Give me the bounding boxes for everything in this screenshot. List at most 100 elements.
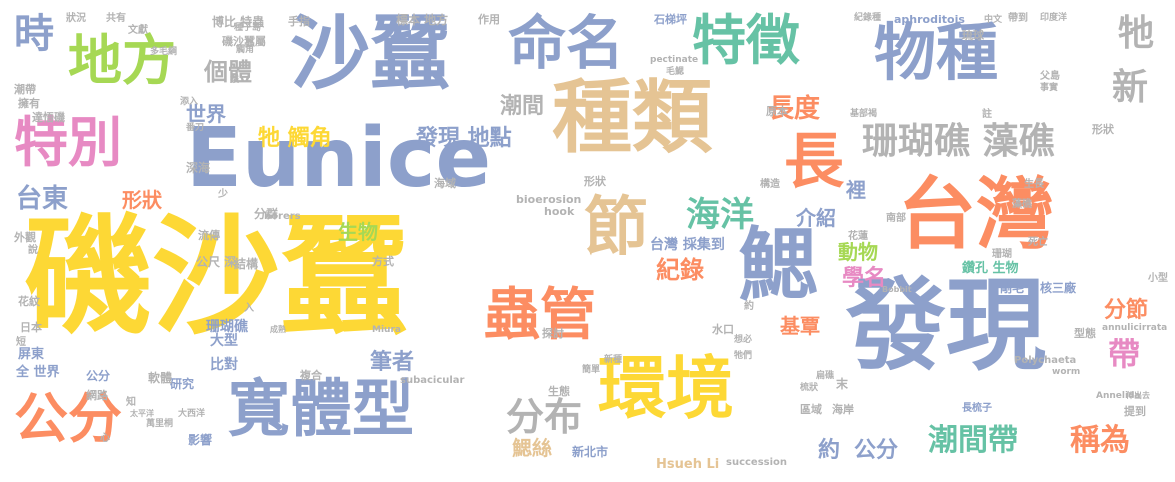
word: annulicirrata bbox=[1102, 323, 1168, 333]
word: 多毛綱 bbox=[150, 47, 178, 57]
word: 水口 bbox=[712, 323, 734, 336]
word: 區域 bbox=[800, 403, 822, 416]
word: 觸角 bbox=[236, 45, 255, 55]
word: 知 bbox=[126, 397, 136, 408]
word: 學名 bbox=[842, 266, 887, 291]
word: 想必 bbox=[734, 335, 753, 345]
word: 屏東 bbox=[18, 347, 45, 362]
word: 環境 bbox=[598, 350, 735, 429]
word: 印度洋 bbox=[1040, 13, 1068, 23]
word: 筆者 bbox=[370, 350, 415, 375]
word: 介紹 bbox=[796, 206, 836, 230]
word: 分節 bbox=[1104, 298, 1149, 323]
word: succession bbox=[726, 457, 788, 468]
word: Miura bbox=[372, 325, 401, 335]
word: 新北市 bbox=[572, 445, 609, 459]
word: 影響 bbox=[188, 433, 213, 447]
word: 海洋 bbox=[686, 195, 754, 235]
word: 帶 bbox=[1108, 335, 1141, 373]
word: 少 bbox=[218, 189, 228, 200]
word: 磯沙蠶屬 bbox=[222, 35, 266, 48]
word: 寬體型 bbox=[228, 372, 415, 445]
word: 公尺 深 bbox=[196, 255, 237, 269]
word: aphroditois bbox=[894, 13, 965, 26]
word: 添入 bbox=[180, 97, 199, 107]
word: 節 bbox=[584, 191, 648, 265]
word: pectinate bbox=[650, 55, 699, 65]
word: 生物 bbox=[338, 220, 378, 244]
word: 動物 bbox=[838, 240, 878, 264]
word: 海域 bbox=[434, 177, 456, 190]
word: 種子島 bbox=[234, 23, 262, 33]
word: 珊瑚 bbox=[992, 249, 1012, 260]
word: 形狀 bbox=[1092, 123, 1114, 136]
word: 全 世界 bbox=[16, 365, 60, 380]
word: 牠們 bbox=[734, 351, 753, 361]
word: 簡單 bbox=[582, 365, 601, 375]
word: 基部褐 bbox=[850, 109, 878, 119]
word: 特徵 bbox=[692, 9, 800, 72]
word: 日本 bbox=[20, 321, 42, 334]
word: 時 bbox=[14, 11, 54, 57]
word: borers bbox=[264, 211, 301, 222]
word: 長度 bbox=[768, 94, 821, 124]
word: 型態 bbox=[1074, 327, 1096, 340]
word: Bobbit bbox=[882, 285, 912, 294]
word: 博比 特蟲 bbox=[212, 15, 265, 29]
word: 形狀 bbox=[122, 188, 162, 212]
word: 末 bbox=[836, 377, 849, 391]
word: 海岸 bbox=[832, 403, 854, 416]
word: 大西洋 bbox=[178, 409, 206, 419]
word: 事實 bbox=[1040, 83, 1059, 93]
word: 死亡 bbox=[1028, 237, 1048, 248]
word: 方式 bbox=[372, 255, 394, 268]
word: 稱為 bbox=[1070, 423, 1130, 458]
word: 生長 bbox=[1024, 179, 1044, 190]
word: 紀錄種 bbox=[854, 13, 882, 23]
word: 牠 bbox=[1118, 13, 1155, 54]
word: 註 bbox=[982, 109, 992, 120]
word: 公分 bbox=[14, 387, 122, 450]
word: 成熟 bbox=[270, 325, 286, 334]
word: 長梳子 bbox=[962, 403, 992, 414]
word: 鰓 bbox=[738, 219, 818, 312]
word: bioerosion bbox=[516, 193, 582, 206]
word: 命名 bbox=[508, 9, 625, 77]
word: 珊瑚礁 藻礁 bbox=[862, 121, 1055, 162]
word: 形狀 bbox=[584, 175, 606, 188]
word: 父島 bbox=[1040, 71, 1060, 82]
word: 生態 bbox=[548, 385, 570, 398]
word: 文獻 bbox=[128, 25, 148, 36]
word: 沙蠶 bbox=[290, 7, 450, 100]
word: 大型 bbox=[210, 333, 238, 349]
word: 入 bbox=[244, 303, 254, 314]
word: 潮帶 bbox=[14, 83, 36, 96]
word: 原本 bbox=[766, 105, 788, 118]
word: 地方 bbox=[68, 29, 176, 92]
word: 軟體 bbox=[148, 371, 173, 385]
word: 作用 bbox=[478, 13, 500, 26]
word: Hsueh Li bbox=[656, 457, 720, 472]
word: 牠 觸角 bbox=[258, 126, 332, 151]
word: 個體 bbox=[204, 58, 252, 86]
word: 伸出去 bbox=[1126, 391, 1150, 400]
word: 基覃 bbox=[780, 314, 820, 338]
word: 狀況 bbox=[66, 13, 86, 24]
word: 毛鰓 bbox=[666, 67, 685, 77]
word: 手指 bbox=[288, 15, 310, 28]
word: 梳狀 bbox=[800, 383, 819, 393]
word: 裡 bbox=[846, 178, 866, 202]
word: 標本 地方 bbox=[396, 13, 449, 27]
word: 新 bbox=[1112, 67, 1149, 108]
word: 琉球 bbox=[962, 29, 984, 42]
word: 達悟磯 bbox=[32, 111, 65, 124]
word: 鰓絲 bbox=[512, 436, 552, 460]
word: hook bbox=[544, 205, 575, 218]
word: 短 bbox=[16, 337, 26, 348]
word: 流傳 bbox=[198, 229, 220, 242]
word: 花蓮 bbox=[848, 231, 868, 242]
word: 分群 bbox=[254, 207, 279, 221]
word: 帶到 bbox=[1008, 13, 1028, 24]
word: 珊瑚礁 bbox=[206, 319, 248, 335]
